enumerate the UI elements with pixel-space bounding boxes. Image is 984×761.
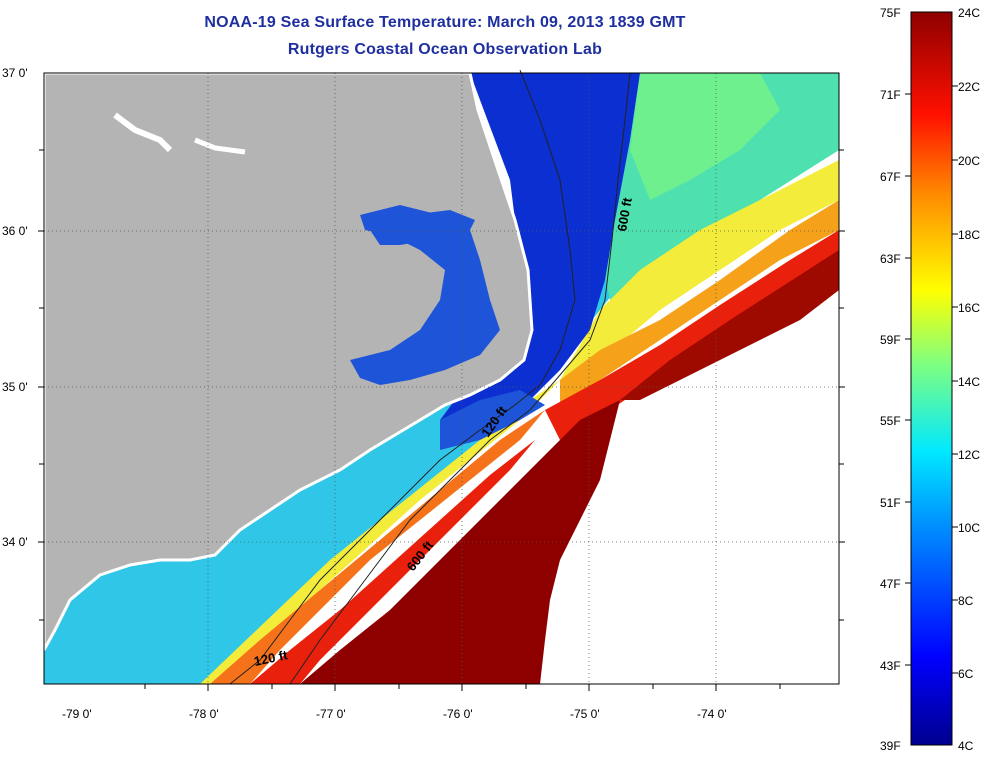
colorbar-c-label: 6C xyxy=(958,667,974,681)
colorbar-f-label: 47F xyxy=(880,577,901,591)
colorbar-c-label: 12C xyxy=(958,448,980,462)
lon-label: -75 0' xyxy=(570,707,600,721)
contour-600ft xyxy=(289,72,631,685)
colorbar-c-label: 10C xyxy=(958,521,980,535)
lon-label: -76 0' xyxy=(443,707,473,721)
lon-label: -78 0' xyxy=(189,707,219,721)
graticule xyxy=(44,73,839,684)
lon-label: -79 0' xyxy=(62,707,92,721)
colorbar-c-label: 20C xyxy=(958,154,980,168)
river-inlet xyxy=(194,137,246,155)
pamlico-sound xyxy=(350,205,500,385)
albemarle-sound xyxy=(370,210,475,245)
lon-label: -77 0' xyxy=(316,707,346,721)
colorbar xyxy=(910,11,953,746)
colorbar-f-label: 63F xyxy=(880,252,901,266)
lat-label: 37 0' xyxy=(2,66,28,80)
colorbar-f-label: 55F xyxy=(880,414,901,428)
lon-label: -74 0' xyxy=(697,707,727,721)
colorbar-c-label: 16C xyxy=(958,301,980,315)
colorbar-ticks xyxy=(905,85,958,674)
colorbar-c-label: 8C xyxy=(958,594,974,608)
river-inlet xyxy=(113,112,173,153)
map-title: NOAA-19 Sea Surface Temperature: March 0… xyxy=(204,14,686,31)
colorbar-c-label: 4C xyxy=(958,739,974,753)
contour-label: 120 ft xyxy=(253,647,290,669)
colorbar-f-label: 67F xyxy=(880,170,901,184)
colorbar-f-label: 59F xyxy=(880,333,901,347)
contour-label: 600 ft xyxy=(614,196,635,233)
lat-label: 35 0' xyxy=(2,380,28,394)
colorbar-f-label: 43F xyxy=(880,659,901,673)
colorbar-f-label: 75F xyxy=(880,6,901,20)
colorbar-c-label: 22C xyxy=(958,80,980,94)
colorbar-f-label: 51F xyxy=(880,496,901,510)
contour-120ft xyxy=(229,69,576,685)
colorbar-c-label: 24C xyxy=(958,6,980,20)
colorbar-f-label: 71F xyxy=(880,88,901,102)
colorbar-f-label: 39F xyxy=(880,739,901,753)
lat-label: 36 0' xyxy=(2,224,28,238)
axis-ticks xyxy=(38,149,845,691)
colorbar-c-label: 14C xyxy=(958,375,980,389)
colorbar-c-label: 18C xyxy=(958,228,980,242)
lat-label: 34 0' xyxy=(2,535,28,549)
map-frame xyxy=(43,72,840,685)
map-subtitle: Rutgers Coastal Ocean Observation Lab xyxy=(287,41,603,58)
